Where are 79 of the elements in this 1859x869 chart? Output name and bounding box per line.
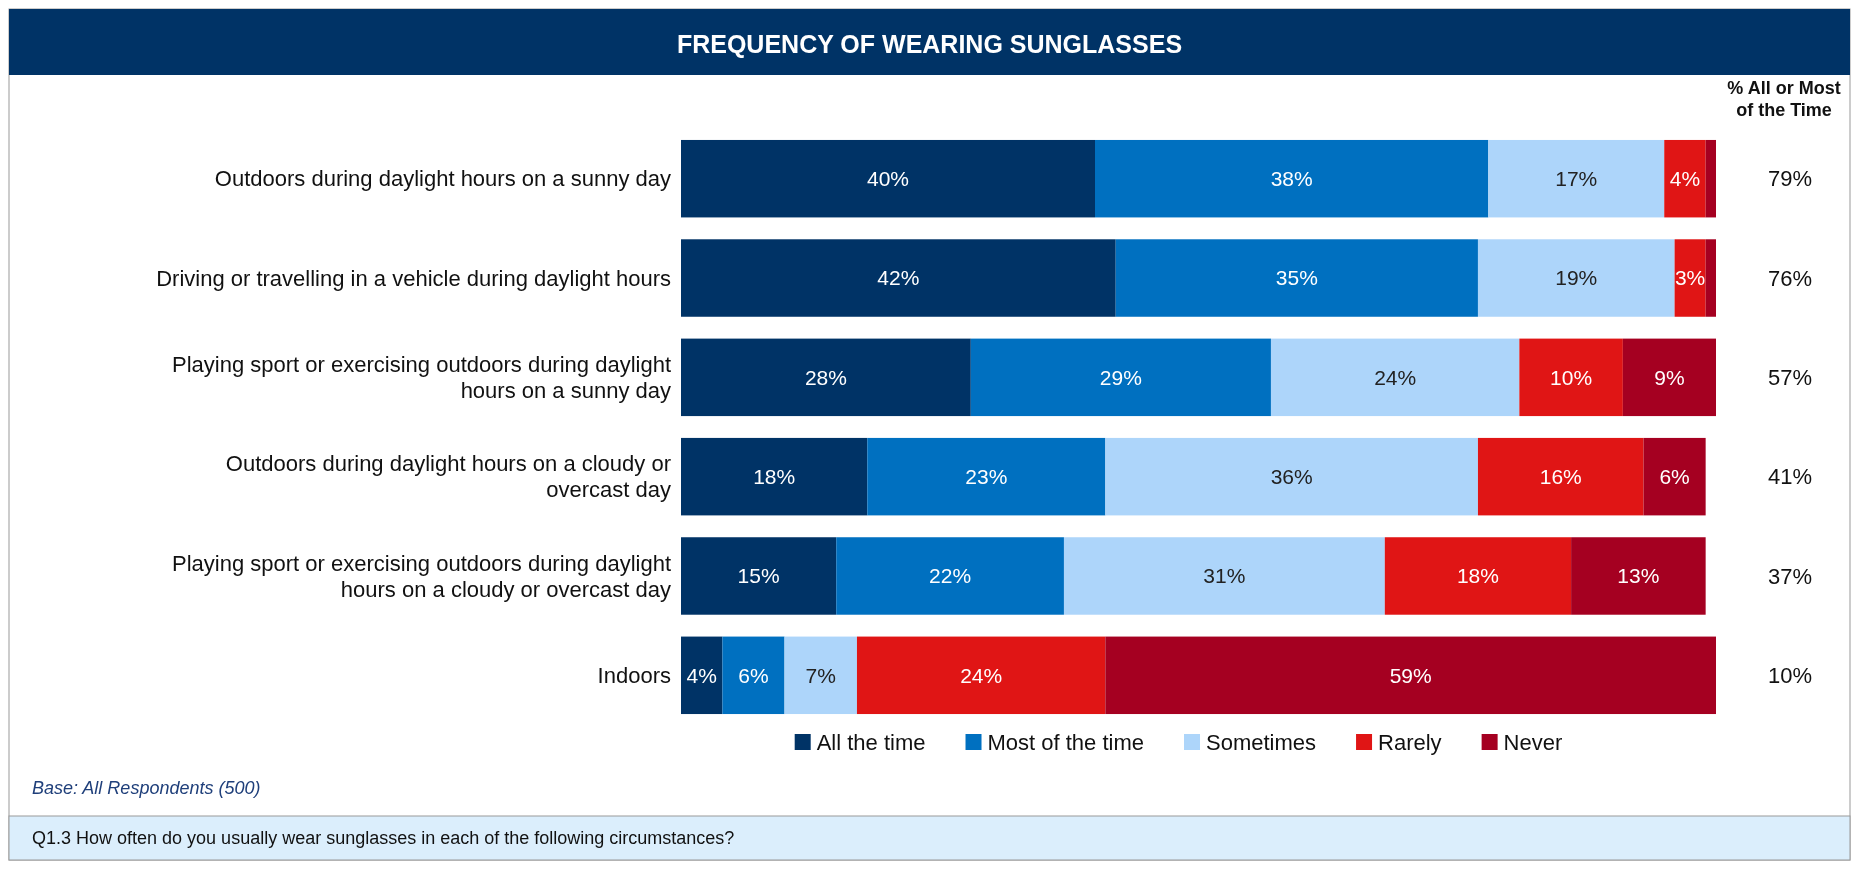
bar [681,139,1095,218]
data-label: 31% [1203,564,1246,588]
text: 10% [1767,663,1813,689]
legend-label: Never [1503,729,1563,755]
bar [1664,139,1706,218]
bar [1705,139,1716,218]
bar [1519,338,1623,417]
data-label: 18% [753,465,796,489]
legend-label: Sometimes [1206,729,1317,755]
text: 57% [1767,365,1813,391]
data-label: 6% [738,663,769,687]
data-label: 23% [965,465,1008,489]
bar [1105,437,1478,516]
legend-label: Most of the time [987,729,1145,755]
data-label: 59% [1389,663,1432,687]
data-label: 29% [1099,365,1142,389]
y-tick-label: Driving or travelling in a vehicle during daylight hours [156,265,671,291]
data-label: 4% [1669,167,1701,191]
data-label: 40% [866,167,910,191]
bar [1095,139,1489,218]
bar [681,437,868,516]
data-label: 18% [1456,564,1499,588]
data-label: 17% [1555,167,1598,191]
bar [1063,537,1385,615]
text: 41% [1767,464,1813,490]
data-label: 38% [1270,167,1313,191]
bar [1705,239,1716,317]
data-label: 22% [929,564,972,588]
bar [1477,437,1644,516]
bar [1622,338,1716,417]
bar [1674,239,1706,317]
data-label: 4% [686,663,717,687]
bar [836,537,1064,615]
data-label: 16% [1539,465,1582,489]
text: 76% [1767,265,1813,291]
chart-title: FREQUENCY OF WEARING SUNGLASSES [676,29,1183,58]
data-label: 36% [1270,465,1313,489]
legend-label: Rarely [1378,729,1442,755]
data-label: 15% [737,564,780,588]
bar [1105,636,1716,715]
data-label: 42% [877,266,920,290]
y-tick-label: Outdoors during daylight hours on a sunny day [214,166,671,192]
bar [1115,239,1478,317]
text: Base: All Respondents (500) [32,778,261,798]
data-label: 24% [960,663,1003,687]
y-tick-label: Playing sport or exercising outdoors during daylight hours on a cloudy or overcast day [172,550,671,602]
data-label: 3% [1674,266,1706,290]
data-label: 13% [1617,564,1660,588]
bar [1270,338,1520,417]
data-label: 19% [1555,266,1598,290]
legend-label: All the time [816,729,926,755]
text: % All or Most of the Time [1727,78,1841,120]
bar [867,437,1106,516]
bar [1477,239,1675,317]
data-label: 10% [1550,365,1593,389]
bar [681,636,723,715]
bar [784,636,857,715]
bar [1384,537,1572,615]
text: Q1.3 How often do you usually wear sunglasses in each of the following circumstances? [32,828,735,849]
bar [1488,139,1665,218]
data-label: 24% [1374,365,1417,389]
data-label: 28% [804,365,847,389]
bar [1643,437,1706,516]
text: 79% [1767,166,1813,192]
y-tick-label: Indoors [597,663,671,689]
data-label: 35% [1275,266,1318,290]
bar [681,239,1116,317]
y-tick-label: Playing sport or exercising outdoors during daylight hours on a sunny day [172,352,671,404]
bar [1571,537,1706,615]
data-label: 7% [805,663,836,687]
data-label: 6% [1659,465,1690,489]
bar [681,338,971,417]
data-label: 9% [1654,365,1685,389]
bar [681,537,837,615]
y-tick-label: Outdoors during daylight hours on a cloudy or overcast day [225,451,671,503]
bar [722,636,785,715]
bar [970,338,1271,417]
text: 37% [1767,563,1813,589]
bar [856,636,1106,715]
